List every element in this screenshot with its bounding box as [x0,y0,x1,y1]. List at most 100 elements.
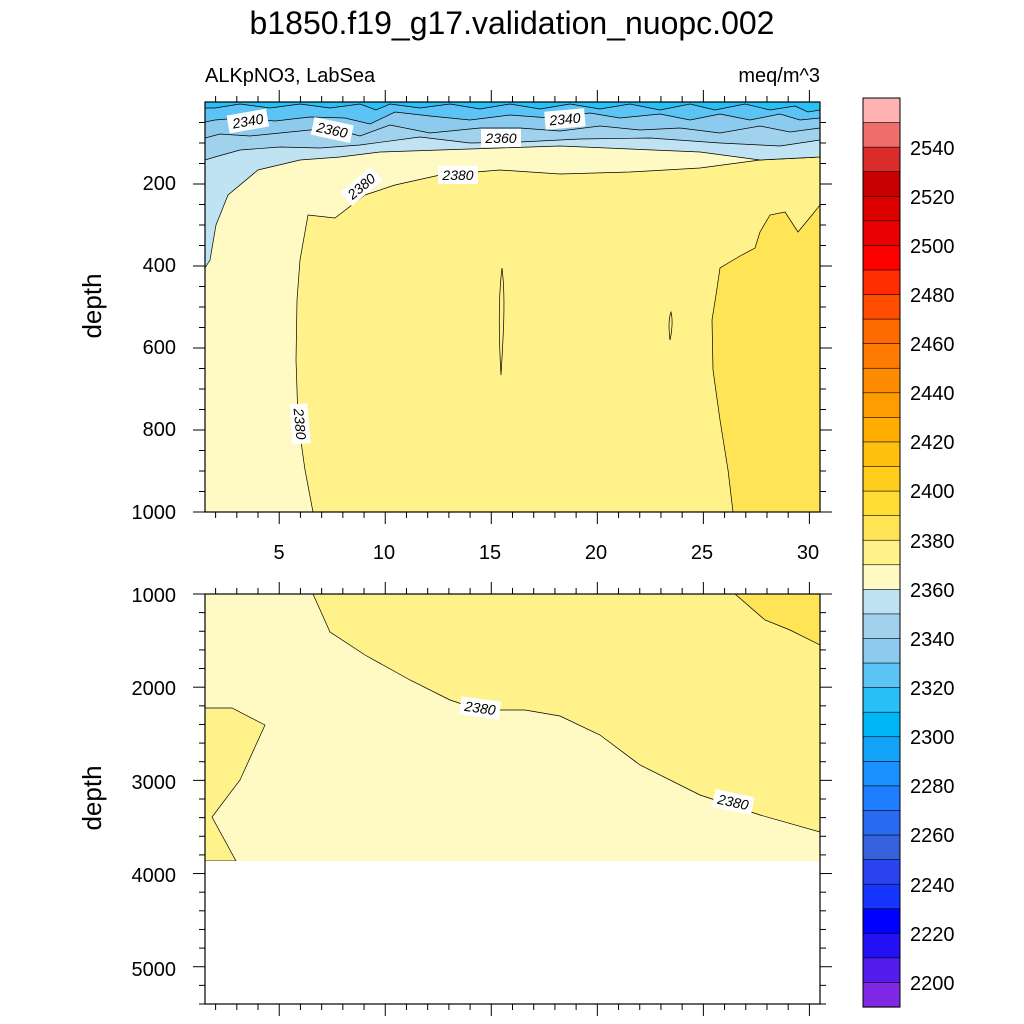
fill-2400-2420 [711,204,820,512]
colorbar-swatch [862,662,901,689]
colorbar-label: 2460 [910,334,955,356]
colorbar-swatch [862,245,901,271]
colorbar-swatch [862,761,901,787]
colorbar-swatch [862,883,901,910]
y-tick-label: 5000 [132,959,177,981]
colorbar-swatch [862,195,901,222]
contour-label: 2360 [310,117,354,143]
fill-2380-2400-upper [312,594,820,833]
chart-title: b1850.f19_g17.validation_nuopc.002 [250,5,775,41]
closed-contour-23 [668,310,673,341]
colorbar-label: 2260 [910,825,955,847]
colorbar-swatch [862,687,901,713]
colorbar-label: 2300 [910,727,955,749]
fill-2260-2280 [205,102,820,113]
colorbar-swatch [862,515,901,541]
y-tick-label: 2000 [132,678,177,700]
lower-panel: 2380 2380 1000 2000 3000 4000 5000 depth [77,582,832,1016]
y-tick-label: 200 [143,173,176,195]
colorbar-label: 2240 [910,875,955,897]
x-tick-label: 10 [373,542,395,564]
y-tick-label: 3000 [132,772,177,794]
colorbar-swatch [862,417,901,443]
contour-label: 2340 [544,108,586,130]
colorbar-label: 2220 [910,924,955,946]
colorbar-label: 2400 [910,481,955,503]
colorbar-label: 2280 [910,776,955,798]
colorbar-label: 2380 [910,531,955,553]
x-tick-label: 25 [691,542,713,564]
units-label: meq/m^3 [738,65,820,87]
upper-ticks [193,90,832,524]
colorbar-label: 2340 [910,629,955,651]
contour-label: 2340 [226,108,270,134]
y-tick-label: 400 [143,255,176,277]
x-tick-label: 20 [585,542,607,564]
colorbar-labels: 2540 2520 2500 2480 2460 2440 2420 2400 … [910,138,955,995]
svg-text:2380: 2380 [715,791,750,813]
colorbar-swatch [862,908,901,934]
colorbar-label: 2480 [910,285,955,307]
x-tick-label: 15 [479,542,501,564]
lower-ticks [193,582,832,1016]
colorbar-swatch [862,957,901,984]
colorbar-swatch [862,564,901,590]
y-tick-label: 600 [143,337,176,359]
svg-text:2340: 2340 [230,110,265,131]
colorbar-swatch [862,466,901,492]
y-axis-label: depth [77,273,107,338]
colorbar-label: 2520 [910,187,955,209]
svg-text:2340: 2340 [548,110,582,129]
contour-label: 2380 [289,403,311,445]
contour-label: 2360 [481,129,521,147]
colorbar-swatch [862,294,901,320]
colorbar-swatch [862,711,901,738]
colorbar-swatch [862,122,901,148]
no-data-region [205,861,820,1004]
colorbar-swatch [862,343,901,369]
colorbar-swatch [862,859,901,885]
colorbar-frame [862,97,901,1008]
y-tick-label: 1000 [132,585,177,607]
colorbar-swatch [862,220,901,247]
svg-text:2380: 2380 [291,407,310,441]
colorbar-swatch [862,171,901,197]
closed-contour-15 [498,267,505,376]
colorbar [862,97,901,1008]
colorbar-swatch [862,392,901,418]
colorbar-swatch [862,269,901,296]
colorbar-swatch [862,146,901,173]
colorbar-label: 2420 [910,432,955,454]
colorbar-swatch [862,834,901,861]
colorbar-swatch [862,97,901,124]
colorbar-label: 2320 [910,678,955,700]
contour-label: 2380 [711,789,755,815]
colorbar-swatch [862,318,901,345]
colorbar-label: 2500 [910,236,955,258]
colorbar-label: 2540 [910,138,955,160]
colorbar-swatch [862,785,901,812]
colorbar-swatch [862,982,901,1008]
svg-text:2360: 2360 [314,119,349,141]
y-axis-label: depth [77,765,107,830]
colorbar-swatch [862,613,901,640]
svg-text:2380: 2380 [441,167,473,183]
contour-label: 2380 [438,166,478,184]
colorbar-swatch [862,736,901,762]
svg-text:2380: 2380 [463,698,497,718]
svg-text:2360: 2360 [484,130,516,146]
upper-panel: 2340 2360 2360 2340 2380 2380 2380 200 4… [77,90,832,564]
colorbar-swatch [862,589,901,615]
y-tick-label: 4000 [132,865,177,887]
variable-label: ALKpNO3, LabSea [205,65,376,87]
colorbar-swatch [862,490,901,517]
contour-label: 2380 [459,696,502,720]
colorbar-label: 2200 [910,973,955,995]
y-tick-label: 800 [143,419,176,441]
colorbar-swatch [862,810,901,836]
colorbar-label: 2360 [910,580,955,602]
x-tick-label: 5 [273,542,284,564]
colorbar-swatch [862,932,901,959]
colorbar-swatch [862,539,901,566]
